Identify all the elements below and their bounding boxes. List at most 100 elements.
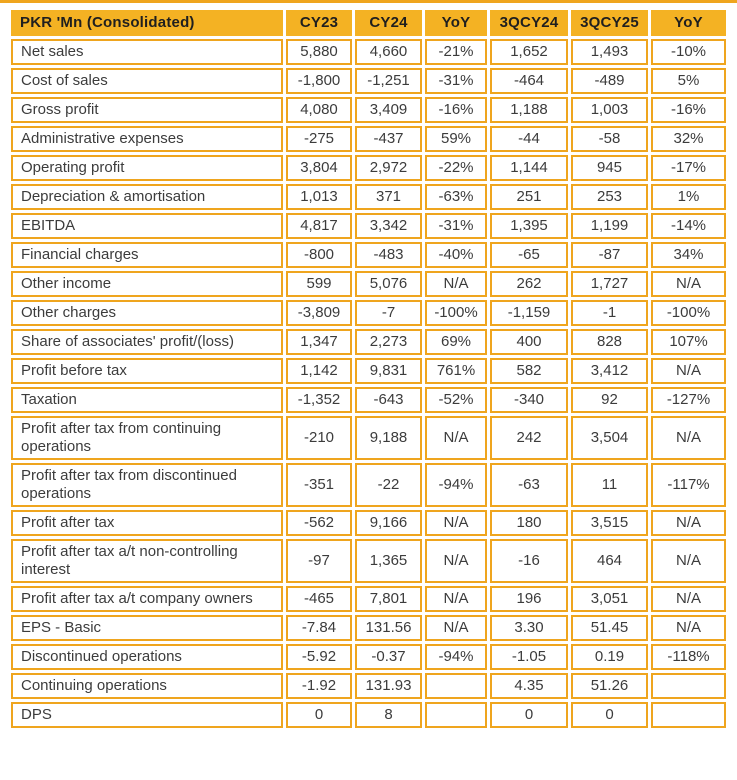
- value-cell-yoy-annual: -31%: [425, 213, 487, 239]
- value-cell-cy24: 2,273: [355, 329, 422, 355]
- value-cell-3qcy24: 180: [490, 510, 568, 536]
- table-row: EPS - Basic -7.84 131.56 N/A 3.30 51.45 …: [11, 615, 726, 641]
- value-cell-yoy-annual: -100%: [425, 300, 487, 326]
- value-cell-yoy-annual: 761%: [425, 358, 487, 384]
- table-row: Other income 599 5,076 N/A 262 1,727 N/A: [11, 271, 726, 297]
- table-row: Profit after tax a/t company owners -465…: [11, 586, 726, 612]
- value-cell-yoy-annual: -21%: [425, 39, 487, 65]
- row-label-cell: Profit after tax a/t non-controlling int…: [11, 539, 283, 583]
- value-cell-3qcy25: 92: [571, 387, 648, 413]
- value-cell-3qcy24: 251: [490, 184, 568, 210]
- value-cell-yoy-annual: N/A: [425, 586, 487, 612]
- value-cell-yoy-annual: N/A: [425, 615, 487, 641]
- value-cell-yoy-annual: N/A: [425, 510, 487, 536]
- value-cell-3qcy25: 0.19: [571, 644, 648, 670]
- row-label-cell: Cost of sales: [11, 68, 283, 94]
- value-cell-cy24: 8: [355, 702, 422, 728]
- value-cell-3qcy25: 1,003: [571, 97, 648, 123]
- value-cell-3qcy24: -1,159: [490, 300, 568, 326]
- table-row: Administrative expenses -275 -437 59% -4…: [11, 126, 726, 152]
- value-cell-3qcy25: 1,727: [571, 271, 648, 297]
- value-cell-cy24: 5,076: [355, 271, 422, 297]
- value-cell-3qcy25: 3,412: [571, 358, 648, 384]
- value-cell-yoy-quarterly: -17%: [651, 155, 726, 181]
- value-cell-3qcy25: 253: [571, 184, 648, 210]
- table-row: Profit after tax -562 9,166 N/A 180 3,51…: [11, 510, 726, 536]
- value-cell-yoy-quarterly: -10%: [651, 39, 726, 65]
- value-cell-3qcy24: 582: [490, 358, 568, 384]
- value-cell-cy23: -5.92: [286, 644, 352, 670]
- table-row: EBITDA 4,817 3,342 -31% 1,395 1,199 -14%: [11, 213, 726, 239]
- value-cell-3qcy24: -16: [490, 539, 568, 583]
- value-cell-3qcy24: 196: [490, 586, 568, 612]
- value-cell-yoy-annual: [425, 702, 487, 728]
- value-cell-yoy-annual: -22%: [425, 155, 487, 181]
- value-cell-cy23: 3,804: [286, 155, 352, 181]
- header-cell-cy23: CY23: [286, 10, 352, 36]
- value-cell-yoy-quarterly: N/A: [651, 510, 726, 536]
- value-cell-cy23: 1,142: [286, 358, 352, 384]
- header-cell-3qcy25: 3QCY25: [571, 10, 648, 36]
- value-cell-3qcy25: 945: [571, 155, 648, 181]
- value-cell-3qcy25: 3,504: [571, 416, 648, 460]
- value-cell-yoy-quarterly: 32%: [651, 126, 726, 152]
- row-label-cell: Profit after tax from continuing operati…: [11, 416, 283, 460]
- value-cell-3qcy25: 464: [571, 539, 648, 583]
- table-row: Other charges -3,809 -7 -100% -1,159 -1 …: [11, 300, 726, 326]
- value-cell-3qcy25: -87: [571, 242, 648, 268]
- value-cell-3qcy24: -44: [490, 126, 568, 152]
- value-cell-cy23: 4,817: [286, 213, 352, 239]
- table-row: Operating profit 3,804 2,972 -22% 1,144 …: [11, 155, 726, 181]
- value-cell-3qcy24: -65: [490, 242, 568, 268]
- value-cell-cy24: 2,972: [355, 155, 422, 181]
- value-cell-3qcy25: -489: [571, 68, 648, 94]
- value-cell-cy24: 3,409: [355, 97, 422, 123]
- row-label-cell: Profit before tax: [11, 358, 283, 384]
- value-cell-3qcy24: -340: [490, 387, 568, 413]
- value-cell-cy23: -1,800: [286, 68, 352, 94]
- value-cell-cy24: -0.37: [355, 644, 422, 670]
- value-cell-cy24: -1,251: [355, 68, 422, 94]
- value-cell-cy24: 371: [355, 184, 422, 210]
- value-cell-yoy-quarterly: 107%: [651, 329, 726, 355]
- row-label-cell: DPS: [11, 702, 283, 728]
- row-label-cell: Profit after tax from discontinued opera…: [11, 463, 283, 507]
- row-label-cell: EBITDA: [11, 213, 283, 239]
- value-cell-3qcy24: 4.35: [490, 673, 568, 699]
- value-cell-cy23: -465: [286, 586, 352, 612]
- row-label-cell: Financial charges: [11, 242, 283, 268]
- value-cell-cy23: -562: [286, 510, 352, 536]
- table-row: Share of associates' profit/(loss) 1,347…: [11, 329, 726, 355]
- value-cell-3qcy24: 1,188: [490, 97, 568, 123]
- value-cell-yoy-annual: 59%: [425, 126, 487, 152]
- value-cell-3qcy24: 262: [490, 271, 568, 297]
- value-cell-yoy-annual: -40%: [425, 242, 487, 268]
- value-cell-3qcy25: 51.26: [571, 673, 648, 699]
- value-cell-yoy-quarterly: 34%: [651, 242, 726, 268]
- value-cell-cy24: 9,831: [355, 358, 422, 384]
- value-cell-yoy-annual: N/A: [425, 539, 487, 583]
- value-cell-yoy-annual: 69%: [425, 329, 487, 355]
- table-row: Depreciation & amortisation 1,013 371 -6…: [11, 184, 726, 210]
- table-row: Financial charges -800 -483 -40% -65 -87…: [11, 242, 726, 268]
- value-cell-yoy-quarterly: -118%: [651, 644, 726, 670]
- value-cell-yoy-quarterly: N/A: [651, 615, 726, 641]
- value-cell-yoy-quarterly: -127%: [651, 387, 726, 413]
- value-cell-cy24: 9,188: [355, 416, 422, 460]
- value-cell-cy23: 5,880: [286, 39, 352, 65]
- table-row: Profit after tax from discontinued opera…: [11, 463, 726, 507]
- table-row: Profit after tax a/t non-controlling int…: [11, 539, 726, 583]
- table-row: Profit after tax from continuing operati…: [11, 416, 726, 460]
- value-cell-cy23: -3,809: [286, 300, 352, 326]
- row-label-cell: Continuing operations: [11, 673, 283, 699]
- value-cell-cy24: -7: [355, 300, 422, 326]
- row-label-cell: Profit after tax a/t company owners: [11, 586, 283, 612]
- value-cell-yoy-quarterly: -14%: [651, 213, 726, 239]
- value-cell-cy24: 4,660: [355, 39, 422, 65]
- value-cell-3qcy25: 1,493: [571, 39, 648, 65]
- value-cell-3qcy25: 51.45: [571, 615, 648, 641]
- value-cell-cy24: -483: [355, 242, 422, 268]
- value-cell-cy24: 9,166: [355, 510, 422, 536]
- value-cell-cy23: 1,013: [286, 184, 352, 210]
- value-cell-cy23: -7.84: [286, 615, 352, 641]
